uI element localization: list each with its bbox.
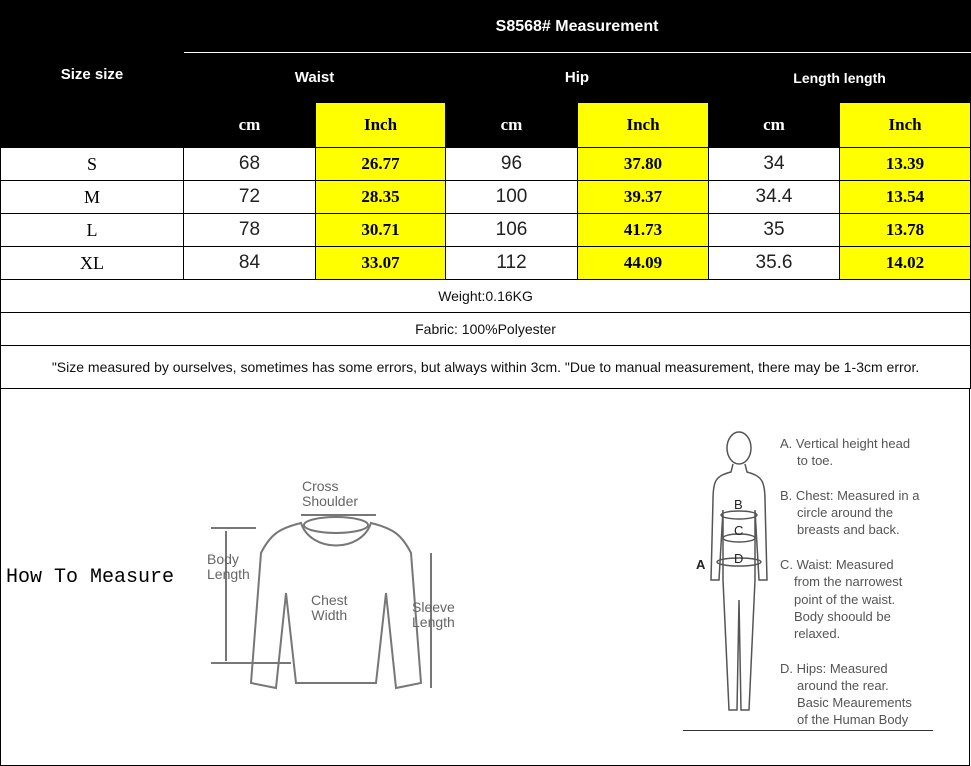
size-cell: XL	[0, 246, 184, 280]
value-cell: 78	[183, 213, 316, 247]
marker-d: D	[734, 551, 744, 566]
weight-info: Weight:0.16KG	[0, 279, 971, 313]
value-cell: 37.80	[577, 147, 709, 181]
unit-inch: Inch	[838, 102, 971, 148]
body-figure	[710, 431, 768, 711]
table-row: M 72 28.35 100 39.37 34.4 13.54	[0, 180, 971, 214]
value-cell: 34.4	[708, 180, 840, 214]
size-header: Size size	[0, 0, 184, 148]
how-to-measure-section: How To Measure Cross Shoulder Body Length …	[0, 388, 970, 766]
garment-diagram	[211, 514, 432, 690]
value-cell: 13.78	[838, 213, 971, 247]
value-cell: 39.37	[577, 180, 709, 214]
value-cell: 35.6	[708, 246, 840, 280]
body-length-label: Body Length	[207, 551, 250, 582]
size-cell: L	[0, 213, 184, 247]
value-cell: 26.77	[315, 147, 446, 181]
value-cell: 68	[183, 147, 316, 181]
size-cell: M	[0, 180, 184, 214]
value-cell: 35	[708, 213, 840, 247]
size-chart-table: Size size S8568# Measurement Waist Hip L…	[0, 0, 971, 389]
value-cell: 100	[445, 180, 578, 214]
value-cell: 13.54	[838, 180, 971, 214]
how-to-measure-title: How To Measure	[6, 566, 175, 589]
value-cell: 28.35	[315, 180, 446, 214]
cross-shoulder-label: Cross Shoulder	[302, 478, 359, 509]
value-cell: 34	[708, 147, 840, 181]
measurement-note: "Size measured by ourselves, sometimes h…	[0, 345, 971, 389]
value-cell: 44.09	[577, 246, 709, 280]
divider	[683, 730, 933, 731]
value-cell: 96	[445, 147, 578, 181]
unit-cm: cm	[445, 102, 578, 148]
value-cell: 14.02	[838, 246, 971, 280]
table-row: S 68 26.77 96 37.80 34 13.39	[0, 147, 971, 181]
table-title: S8568# Measurement	[182, 0, 971, 53]
sleeve-length-label: Sleeve Length	[412, 599, 455, 630]
hip-header: Hip	[445, 52, 709, 103]
unit-inch: Inch	[577, 102, 709, 148]
unit-cm: cm	[708, 102, 840, 148]
size-cell: S	[0, 147, 184, 181]
waist-header: Waist	[183, 52, 446, 103]
unit-inch: Inch	[315, 102, 446, 148]
value-cell: 84	[183, 246, 316, 280]
value-cell: 13.39	[838, 147, 971, 181]
fabric-info: Fabric: 100%Polyester	[0, 312, 971, 346]
value-cell: 33.07	[315, 246, 446, 280]
marker-a: A	[696, 557, 706, 572]
value-cell: 112	[445, 246, 578, 280]
table-row: L 78 30.71 106 41.73 35 13.78	[0, 213, 971, 247]
length-header: Length length	[707, 52, 971, 103]
chest-width-label: Chest Width	[311, 592, 348, 623]
value-cell: 41.73	[577, 213, 709, 247]
table-row: XL 84 33.07 112 44.09 35.6 14.02	[0, 246, 971, 280]
value-cell: 30.71	[315, 213, 446, 247]
unit-cm: cm	[183, 102, 316, 148]
marker-c: C	[734, 523, 744, 538]
value-cell: 106	[445, 213, 578, 247]
value-cell: 72	[183, 180, 316, 214]
marker-b: B	[734, 497, 743, 512]
